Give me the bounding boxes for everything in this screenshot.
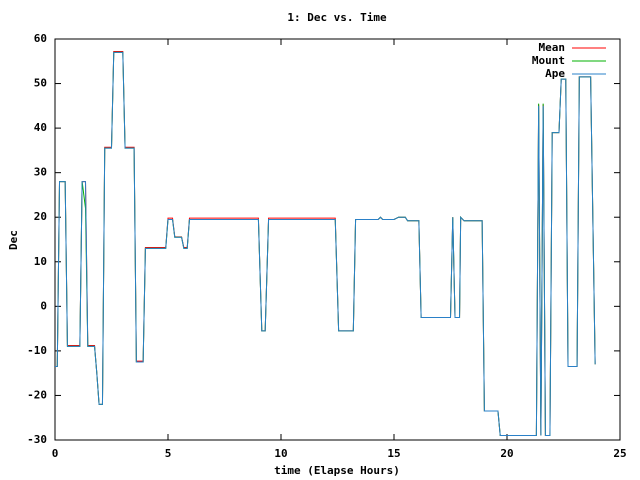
x-tick-label: 0 xyxy=(52,447,59,460)
y-axis-label: Dec xyxy=(7,230,20,250)
data-line xyxy=(55,51,596,437)
legend-label: Mount xyxy=(532,54,565,67)
x-tick-label: 10 xyxy=(274,447,287,460)
y-tick-label: 20 xyxy=(34,210,47,223)
x-tick-label: 20 xyxy=(500,447,513,460)
data-line xyxy=(55,51,596,437)
y-tick-label: 50 xyxy=(34,77,47,90)
y-tick-label: 0 xyxy=(40,299,47,312)
legend-label: Mean xyxy=(539,41,566,54)
data-line xyxy=(55,50,596,437)
y-tick-label: 10 xyxy=(34,255,47,268)
x-axis-label: time (Elapse Hours) xyxy=(274,464,400,477)
y-tick-label: -30 xyxy=(27,433,47,446)
x-tick-label: 25 xyxy=(613,447,626,460)
x-tick-label: 5 xyxy=(165,447,172,460)
y-tick-label: 60 xyxy=(34,32,47,45)
plot-border xyxy=(54,38,621,441)
x-tick-label: 15 xyxy=(387,447,400,460)
y-tick-label: -10 xyxy=(27,344,47,357)
chart-title: 1: Dec vs. Time xyxy=(287,11,387,24)
y-tick-label: 30 xyxy=(34,166,47,179)
legend-label: Ape xyxy=(545,67,565,80)
y-tick-label: 40 xyxy=(34,121,47,134)
y-tick-label: -20 xyxy=(27,388,47,401)
